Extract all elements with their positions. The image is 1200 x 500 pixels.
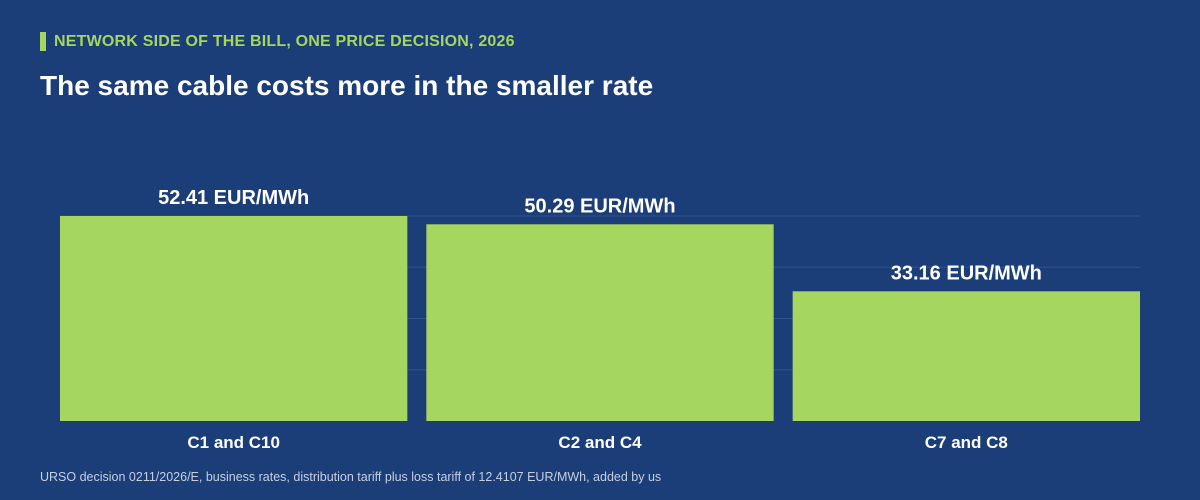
- bar-value-label: 52.41 EUR/MWh: [158, 187, 309, 209]
- bar-value-label: 33.16 EUR/MWh: [891, 262, 1042, 284]
- footnote: URSO decision 0211/2026/E, business rate…: [40, 470, 662, 484]
- eyebrow-text: NETWORK SIDE OF THE BILL, ONE PRICE DECI…: [54, 32, 515, 50]
- eyebrow: NETWORK SIDE OF THE BILL, ONE PRICE DECI…: [40, 32, 515, 51]
- category-label: C2 and C4: [558, 433, 642, 452]
- bar: [60, 216, 408, 421]
- bar: [792, 291, 1140, 421]
- bar-value-label: 50.29 EUR/MWh: [524, 195, 675, 217]
- eyebrow-accent-bar: [40, 32, 46, 51]
- page-title: The same cable costs more in the smaller…: [40, 70, 654, 101]
- category-label: C1 and C10: [187, 433, 280, 452]
- category-label: C7 and C8: [925, 433, 1008, 452]
- bar: [426, 224, 774, 421]
